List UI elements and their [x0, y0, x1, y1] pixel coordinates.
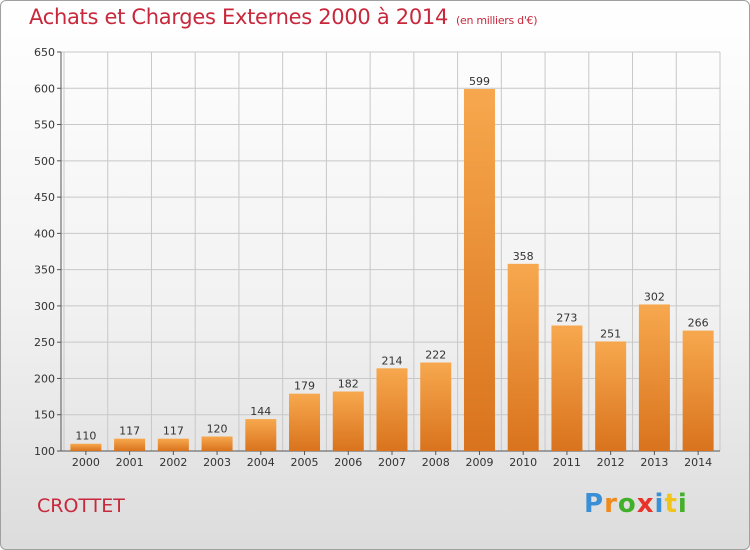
x-tick-label: 2001	[116, 456, 144, 469]
y-tick-label: 300	[34, 300, 55, 313]
data-label: 214	[382, 354, 403, 367]
y-tick-label: 350	[34, 264, 55, 277]
bar	[551, 325, 583, 451]
bar	[682, 330, 714, 451]
bar	[332, 391, 364, 451]
bar	[595, 341, 627, 451]
data-label: 251	[600, 327, 621, 340]
data-label: 120	[207, 422, 228, 435]
x-tick-label: 2003	[203, 456, 231, 469]
y-tick-label: 400	[34, 227, 55, 240]
y-tick-label: 650	[34, 46, 55, 59]
y-tick-label: 500	[34, 155, 55, 168]
bar	[507, 263, 539, 451]
chart-subtitle: (en milliers d'€)	[456, 14, 538, 27]
bar	[201, 436, 233, 451]
x-tick-label: 2007	[378, 456, 406, 469]
y-tick-label: 550	[34, 119, 55, 132]
logo-letter: x	[636, 489, 655, 519]
chart-title: Achats et Charges Externes 2000 à 2014 (e…	[29, 5, 538, 29]
bar	[420, 362, 452, 451]
label-layer: 110 117 117 120 144 179 182 214 222 599 358 273 251 3…	[75, 75, 708, 443]
x-tick-label: 2010	[509, 456, 537, 469]
data-label: 302	[644, 290, 665, 303]
x-tick-label: 2014	[684, 456, 712, 469]
x-tick-label: 2004	[247, 456, 275, 469]
x-tick-label: 2002	[159, 456, 187, 469]
logo-letter: r	[604, 489, 618, 519]
logo-letter: i	[677, 489, 688, 519]
x-tick-label: 2006	[334, 456, 362, 469]
data-label: 273	[556, 311, 577, 324]
title-text: Achats et Charges Externes 2000 à 2014	[29, 5, 449, 29]
y-tick-label: 100	[34, 445, 55, 458]
data-label: 222	[425, 348, 446, 361]
proxiti-logo[interactable]: Proxiti	[584, 489, 688, 519]
data-label: 358	[513, 250, 534, 263]
data-label: 144	[250, 405, 271, 418]
data-label: 599	[469, 75, 490, 88]
data-label: 266	[688, 317, 709, 330]
logo-letter: t	[664, 489, 678, 519]
bar	[70, 443, 102, 451]
x-tick-label: 2008	[422, 456, 450, 469]
y-tick-label: 450	[34, 191, 55, 204]
bar-layer	[70, 88, 714, 452]
bar	[245, 419, 277, 451]
x-tick-label: 2013	[640, 456, 668, 469]
data-label: 117	[119, 425, 140, 438]
x-tick-label: 2009	[465, 456, 493, 469]
bar	[376, 368, 408, 451]
bar	[638, 304, 670, 451]
data-label: 110	[75, 430, 96, 443]
logo-letter: i	[654, 489, 665, 519]
x-tick-label: 2005	[291, 456, 319, 469]
bar	[114, 438, 146, 451]
y-tick-label: 250	[34, 336, 55, 349]
data-label: 117	[163, 425, 184, 438]
x-tick-label: 2012	[597, 456, 625, 469]
bar	[463, 88, 495, 452]
x-tick-label: 2011	[553, 456, 581, 469]
y-tick-label: 600	[34, 82, 55, 95]
data-label: 179	[294, 380, 315, 393]
commune-name: CROTTET	[37, 495, 125, 517]
x-tick-label: 2000	[72, 456, 100, 469]
bar	[289, 393, 321, 451]
bar	[157, 438, 189, 451]
y-tick-label: 150	[34, 409, 55, 422]
logo-letter: o	[617, 489, 637, 519]
y-tick-label: 200	[34, 372, 55, 385]
logo-letter: P	[584, 489, 605, 519]
data-label: 182	[338, 378, 359, 391]
